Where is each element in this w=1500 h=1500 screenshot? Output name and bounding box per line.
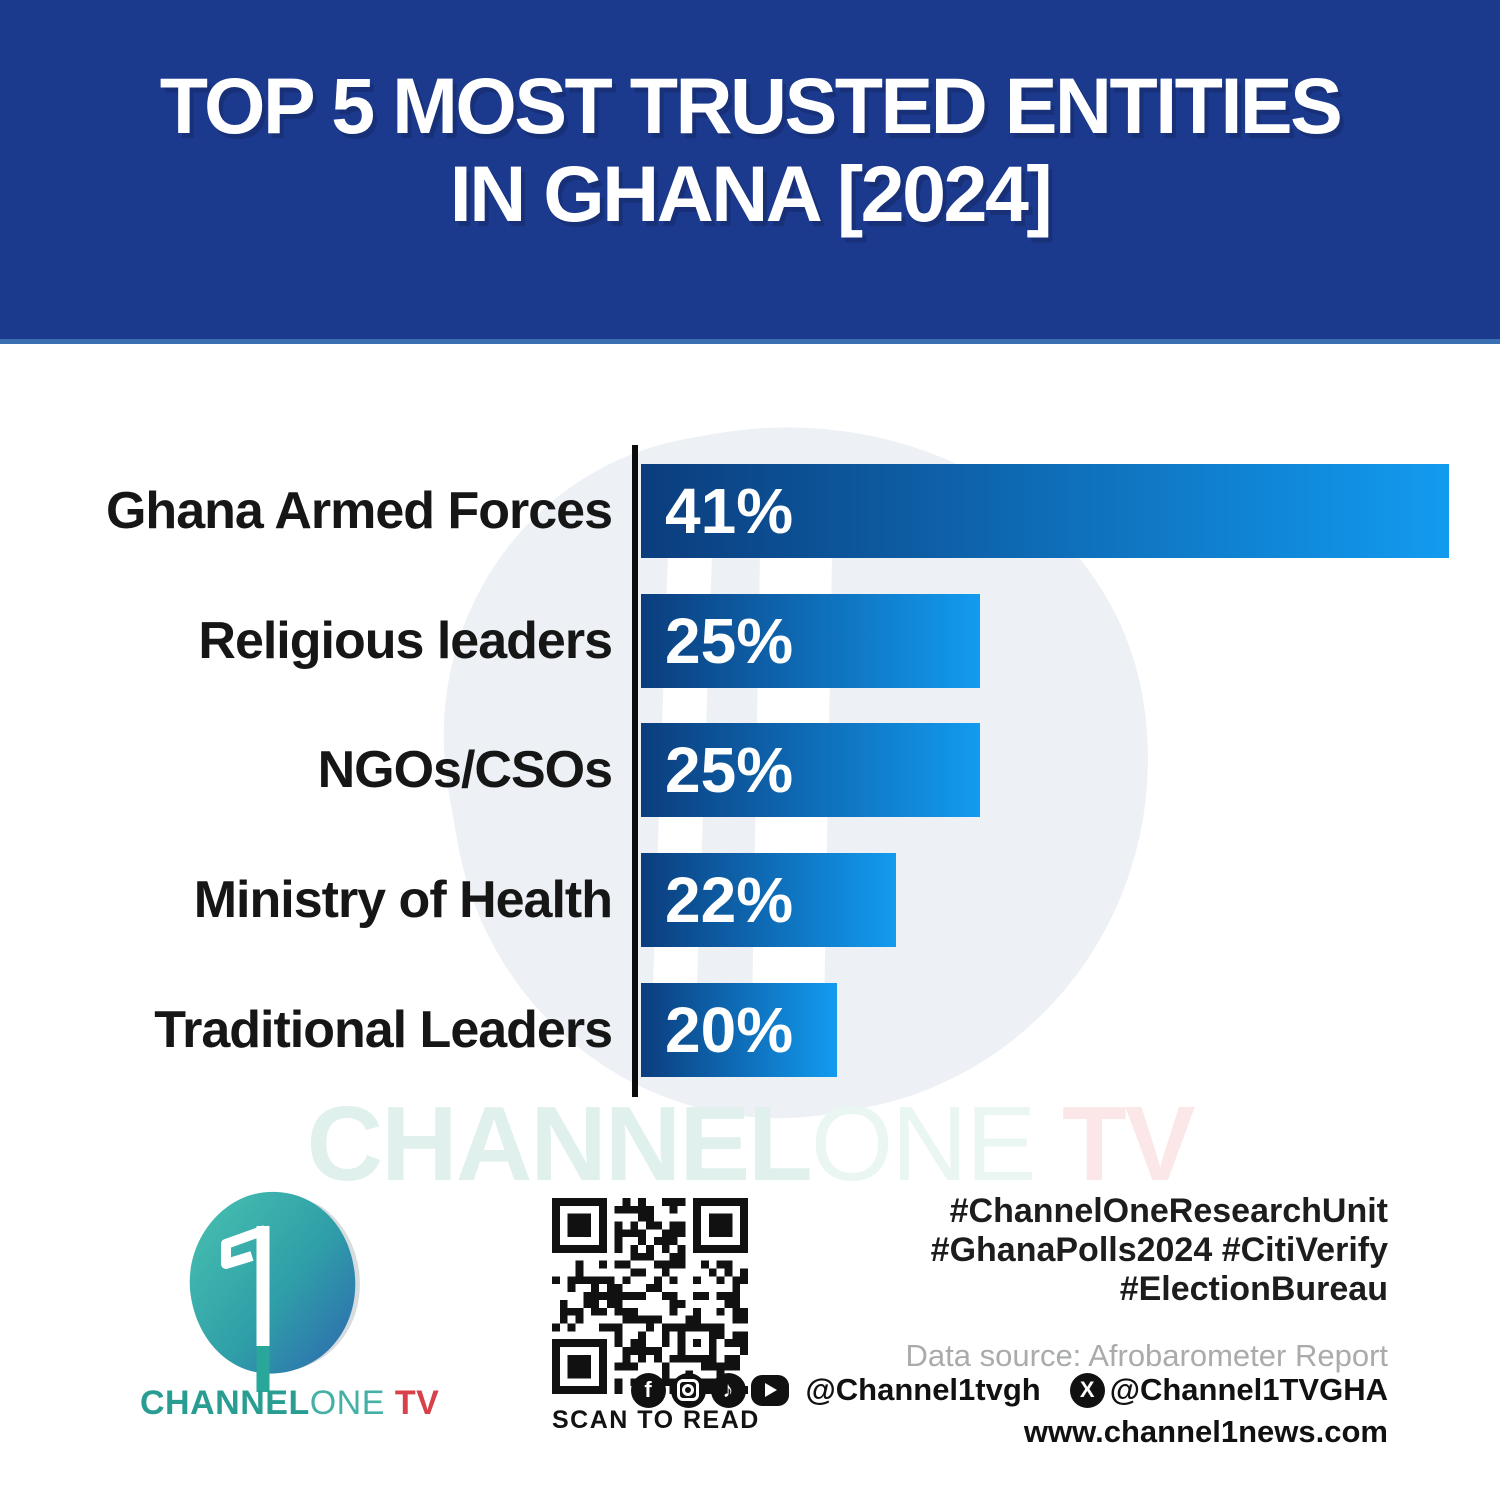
bar-value-label: 22%: [665, 864, 794, 936]
bar-category-label: Traditional Leaders: [154, 1001, 613, 1059]
page-title: TOP 5 MOST TRUSTED ENTITIES IN GHANA [20…: [0, 0, 1500, 238]
youtube-icon: [750, 1374, 789, 1406]
bar-category-label: Ghana Armed Forces: [105, 482, 613, 540]
watermark-channel: CHANNEL: [306, 1085, 813, 1203]
bar-chart: Ghana Armed Forces 41% Religious leaders…: [0, 344, 1500, 1203]
website-url: www.channel1news.com: [1023, 1414, 1388, 1449]
bar-value-label: 20%: [665, 994, 794, 1066]
bar: 20%: [641, 983, 837, 1077]
hashtag-line-2: #GhanaPolls2024 #CitiVerify: [930, 1231, 1388, 1269]
bar-row-1: Ghana Armed Forces 41%: [0, 464, 1500, 558]
bar-category-label: Ministry of Health: [193, 871, 613, 929]
hashtag-line-1: #ChannelOneResearchUnit: [949, 1192, 1388, 1230]
bar: 25%: [641, 723, 980, 817]
channel-one-logo-mark: [189, 1191, 360, 1392]
bar-row-2: Religious leaders 25%: [0, 594, 1500, 688]
logo-one-flag: [221, 1225, 267, 1269]
bar-category-label: NGOs/CSOs: [317, 741, 613, 799]
bar-value-label: 25%: [665, 734, 794, 806]
logo-pebble: [189, 1191, 356, 1374]
bar-category-label: Religious leaders: [198, 612, 613, 670]
bar: 25%: [641, 594, 980, 688]
hashtag-line-3: #ElectionBureau: [1119, 1270, 1388, 1308]
social-row: f ♪ @Channel1tvgh X @Channel1TVGHA: [630, 1372, 1388, 1408]
x-icon: X: [1069, 1372, 1105, 1408]
bar-row-5: Traditional Leaders 20%: [0, 983, 1500, 1077]
page-title-line1: TOP 5 MOST TRUSTED ENTITIES: [159, 61, 1343, 150]
social-handle-x: @Channel1TVGHA: [1109, 1372, 1388, 1407]
bar: 22%: [641, 853, 896, 947]
chart-axis-line: [632, 445, 638, 1097]
watermark-channelone-tv: CHANNELONE TV: [0, 1084, 1500, 1205]
channel-one-wordmark: CHANNELONE TV: [140, 1384, 439, 1423]
data-source-note: Data source: Afrobarometer Report: [905, 1338, 1388, 1373]
bar-row-4: Ministry of Health 22%: [0, 853, 1500, 947]
qr-code: [552, 1198, 748, 1394]
page-title-line2: IN GHANA [2024]: [449, 149, 1053, 238]
bar-value-label: 41%: [665, 475, 794, 547]
bar: 41%: [641, 464, 1449, 558]
tiktok-icon: ♪: [710, 1372, 746, 1408]
watermark-tv: TV: [1034, 1085, 1195, 1203]
social-handle-main: @Channel1tvgh: [805, 1372, 1041, 1407]
channel-one-logo: CHANNELONE TV: [140, 1178, 439, 1423]
bar-row-3: NGOs/CSOs 25%: [0, 723, 1500, 817]
instagram-icon: [670, 1372, 706, 1408]
qr-caption: SCAN TO READ: [552, 1406, 760, 1434]
hashtags-block: #ChannelOneResearchUnit #GhanaPolls2024 …: [931, 1192, 1388, 1309]
wordmark-channel: CHANNEL: [140, 1384, 310, 1422]
facebook-icon: f: [630, 1372, 666, 1408]
wordmark-one: ONE: [309, 1384, 385, 1422]
qr-block: SCAN TO READ: [552, 1198, 760, 1435]
wordmark-tv: TV: [384, 1384, 440, 1422]
watermark-one: ONE: [810, 1085, 1037, 1203]
header-banner: TOP 5 MOST TRUSTED ENTITIES IN GHANA [20…: [0, 0, 1500, 344]
bar-value-label: 25%: [665, 605, 794, 677]
